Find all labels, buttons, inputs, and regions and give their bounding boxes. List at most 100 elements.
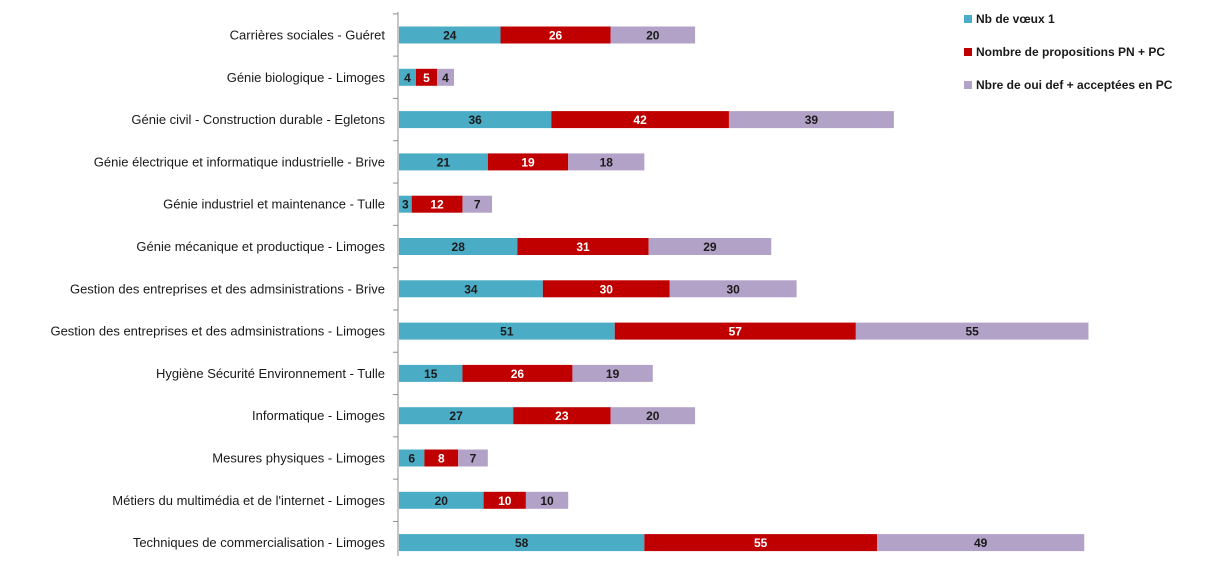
bar-segment: [462, 195, 493, 213]
data-label: 42: [633, 113, 647, 127]
bar-segment: [399, 26, 501, 44]
bar-segment: [614, 322, 856, 340]
category-label: Mesures physiques - Limoges: [212, 451, 385, 466]
legend-entry: Nbre de oui def + acceptées en PC: [976, 78, 1173, 92]
bar-segment: [572, 364, 653, 382]
data-label: 4: [404, 71, 411, 85]
bar-segment: [513, 407, 611, 425]
legend-entry: Nombre de propositions PN + PC: [976, 45, 1165, 59]
data-label: 31: [576, 240, 590, 254]
bar-segment: [610, 407, 696, 425]
bar-segment: [669, 280, 797, 298]
category-label: Génie électrique et informatique industr…: [94, 154, 385, 169]
bar-segment: [525, 491, 569, 509]
category-label: Métiers du multimédia et de l'internet -…: [112, 493, 385, 508]
data-label: 3: [402, 198, 409, 212]
bar-segment: [876, 534, 1085, 552]
data-label: 19: [606, 367, 620, 381]
data-label: 34: [464, 282, 478, 296]
data-label: 26: [549, 29, 563, 43]
category-label: Hygiène Sécurité Environnement - Tulle: [156, 366, 385, 381]
data-label: 19: [521, 155, 535, 169]
bar-segment: [411, 195, 463, 213]
category-label: Techniques de commercialisation - Limoge…: [133, 535, 386, 550]
bar-segment: [399, 364, 463, 382]
legend-swatch: [964, 15, 972, 23]
data-label: 26: [511, 367, 525, 381]
bar-segment: [517, 238, 649, 255]
bar-segment: [728, 111, 894, 129]
bar-segment: [458, 449, 488, 467]
data-label: 58: [515, 536, 529, 550]
bar-segment: [644, 534, 877, 552]
bar-segment: [399, 407, 514, 425]
bar-segment: [399, 534, 645, 552]
bar-segment: [399, 491, 484, 509]
bar-segment: [551, 111, 729, 129]
data-label: 49: [974, 536, 988, 550]
data-label: 36: [468, 113, 482, 127]
data-label: 8: [438, 452, 445, 466]
legend: Nb de vœux 1 Nombre de propositions PN + …: [964, 12, 1173, 92]
data-label: 30: [726, 282, 740, 296]
data-label: 10: [498, 494, 512, 508]
data-label: 27: [449, 409, 463, 423]
data-label: 21: [437, 155, 451, 169]
axis-layer: [393, 12, 399, 556]
bar-segment: [399, 195, 412, 213]
labels-layer: Carrières sociales - Guéret 24 26 20 Génie b…: [50, 28, 987, 551]
data-label: 7: [470, 452, 477, 466]
bars-layer: [399, 26, 1089, 552]
data-label: 15: [424, 367, 438, 381]
data-label: 7: [474, 198, 481, 212]
bar-segment: [542, 280, 670, 298]
bar-segment: [487, 153, 569, 171]
category-label: Gestion des entreprises et des admsinist…: [70, 281, 385, 296]
data-label: 10: [540, 494, 554, 508]
data-label: 18: [600, 155, 614, 169]
category-label: Génie biologique - Limoges: [227, 70, 386, 85]
category-label: Informatique - Limoges: [252, 408, 385, 423]
category-label: Génie mécanique et productique - Limoges: [136, 239, 385, 254]
data-label: 6: [408, 452, 415, 466]
bar-segment: [500, 26, 611, 44]
data-label: 29: [703, 240, 717, 254]
legend-swatch: [964, 81, 972, 89]
data-label: 55: [754, 536, 768, 550]
legend-entry: Nb de vœux 1: [976, 12, 1055, 26]
category-label: Carrières sociales - Guéret: [230, 28, 386, 43]
bar-segment: [399, 449, 425, 467]
bar-segment: [399, 68, 416, 86]
category-label: Génie industriel et maintenance - Tulle: [163, 197, 385, 212]
data-label: 20: [435, 494, 449, 508]
category-label: Gestion des entreprises et des admsinist…: [50, 324, 385, 339]
data-label: 57: [729, 325, 743, 339]
data-label: 30: [600, 282, 614, 296]
bar-segment: [399, 111, 552, 129]
bar-segment: [568, 153, 645, 171]
data-label: 4: [442, 71, 449, 85]
data-label: 28: [452, 240, 466, 254]
category-label: Génie civil - Construction durable - Egl…: [131, 112, 385, 127]
bar-segment: [483, 491, 526, 509]
data-label: 51: [500, 325, 514, 339]
bar-segment: [610, 26, 696, 44]
bar-segment: [462, 364, 573, 382]
data-label: 20: [646, 29, 660, 43]
bar-segment: [855, 322, 1089, 340]
bar-segment: [399, 238, 518, 255]
data-label: 12: [430, 198, 444, 212]
data-label: 55: [965, 325, 979, 339]
bar-segment: [648, 238, 772, 255]
bar-segment: [399, 153, 488, 171]
legend-swatch: [964, 48, 972, 56]
data-label: 24: [443, 29, 457, 43]
data-label: 23: [555, 409, 569, 423]
bar-segment: [399, 322, 615, 340]
data-label: 5: [423, 71, 430, 85]
bar-segment: [415, 68, 438, 86]
data-label: 39: [805, 113, 819, 127]
bar-segment: [424, 449, 459, 467]
bar-segment: [437, 68, 454, 86]
